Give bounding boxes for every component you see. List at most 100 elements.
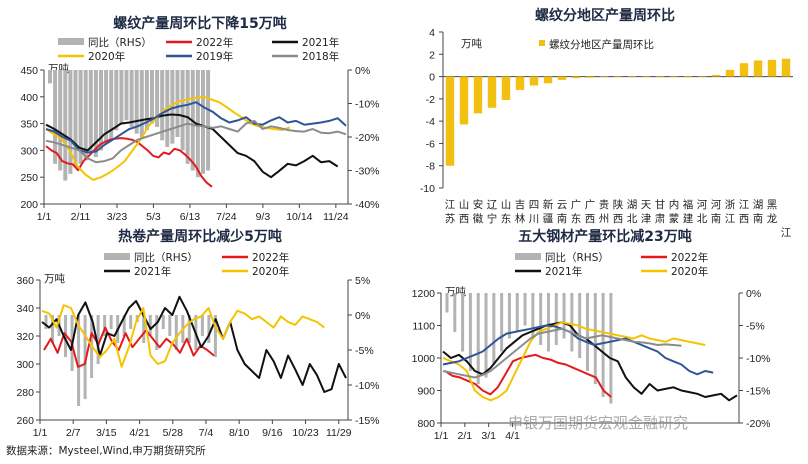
x-tick-label: 2/7	[66, 427, 81, 439]
yoy-bar	[562, 293, 566, 339]
y2-tick-label: 0%	[355, 65, 370, 77]
category-label: 西	[613, 213, 624, 225]
category-label: 肃	[655, 213, 666, 225]
yoy-bar	[213, 315, 217, 357]
region-bar	[697, 76, 707, 77]
category-label: 蒙	[669, 212, 680, 225]
y-tick-label: 0	[429, 72, 435, 84]
yoy-bar	[200, 315, 204, 336]
unit-label: 万吨	[461, 37, 482, 50]
yoy-bar	[73, 70, 78, 168]
yoy-bar	[500, 293, 504, 352]
y2-tick-label: 0%	[746, 288, 761, 300]
category-label: 龙	[767, 212, 778, 225]
y2-tick-label: 5%	[355, 275, 370, 287]
y-tick-label: 300	[20, 145, 38, 157]
yoy-bar	[609, 293, 613, 404]
legend-label: 螺纹分地区产量周环比	[549, 38, 654, 51]
yoy-bar	[114, 70, 119, 131]
yoy-bar	[63, 70, 68, 181]
y-tick-label: 1100	[412, 321, 435, 333]
category-label: 吉	[515, 199, 526, 211]
legend-label: 同比（RHS）	[545, 251, 609, 264]
y-tick-label: -8	[426, 161, 435, 173]
x-tick-label: 11/29	[326, 427, 352, 439]
yoy-bar	[523, 293, 527, 326]
series-line	[45, 137, 213, 188]
yoy-bar	[104, 70, 109, 144]
chart-title: 五大钢材产量环比减23万吨	[518, 228, 691, 245]
region-bar	[529, 76, 539, 86]
yoy-bar	[96, 315, 100, 364]
region-bar	[753, 60, 763, 77]
category-label: 河	[711, 199, 722, 211]
y-tick-label: 300	[16, 359, 34, 371]
x-tick-label: 3/1	[481, 430, 496, 442]
category-label: 东	[571, 212, 582, 225]
region-bar	[501, 76, 511, 100]
y-tick-label: -2	[426, 94, 435, 106]
category-label: 甘	[655, 198, 666, 211]
region-bar	[725, 69, 735, 77]
region-bar	[557, 76, 567, 80]
legend-label: 2020年	[88, 50, 125, 63]
y-tick-label: 200	[20, 199, 38, 211]
category-label: 广	[585, 199, 596, 211]
category-label: 江	[781, 227, 792, 239]
y-tick-label: 260	[16, 415, 34, 427]
category-label: 北	[627, 213, 638, 225]
legend-label: 2020年	[671, 265, 708, 278]
series-line	[442, 321, 738, 402]
region-bar	[627, 76, 637, 78]
y-tick-label: 350	[20, 119, 38, 131]
yoy-bar	[129, 70, 134, 127]
category-label: 林	[515, 212, 526, 225]
yoy-bar	[170, 70, 175, 144]
category-label: 辽	[487, 199, 498, 211]
yoy-bar	[78, 70, 83, 164]
yoy-bar	[93, 70, 98, 158]
y2-tick-label: -5%	[355, 345, 374, 357]
y2-tick-label: 0%	[355, 310, 370, 322]
x-tick-label: 8/10	[229, 427, 250, 439]
category-label: 云	[557, 199, 568, 211]
legend-label: 同比（RHS）	[88, 36, 152, 49]
category-label: 新	[543, 198, 554, 211]
legend-label: 2022年	[671, 251, 708, 264]
chart-title: 螺纹分地区产量周环比	[535, 7, 675, 24]
category-label: 津	[641, 213, 652, 225]
region-bar	[473, 76, 483, 114]
x-tick-label: 1/1	[37, 211, 52, 223]
category-label: 疆	[543, 213, 554, 225]
yoy-bar	[515, 293, 519, 332]
series-line	[442, 321, 706, 402]
chart-five-steel: 五大钢材产量环比减23万吨 万吨 800 900 1000 1100 1200 0% -5% -1…	[405, 225, 805, 442]
yoy-bar	[570, 293, 574, 352]
x-tick-label: 5/3	[146, 211, 161, 223]
yoy-bar	[139, 70, 144, 137]
y-tick-label: 320	[16, 331, 34, 343]
category-label: 宁	[487, 212, 498, 225]
category-label: 西	[739, 213, 750, 225]
y-tick-label: 450	[20, 65, 38, 77]
yoy-bar	[53, 70, 58, 164]
category-label: 广	[571, 199, 582, 211]
series-line	[442, 327, 682, 379]
yoy-bar	[144, 70, 149, 131]
series-line	[442, 324, 714, 376]
yoy-bar	[77, 315, 81, 406]
yoy-bar	[88, 70, 93, 154]
yoy-bar	[51, 315, 55, 343]
yoy-bar	[148, 315, 152, 336]
region-bar	[613, 76, 623, 78]
yoy-bar	[83, 70, 88, 161]
category-label: 内	[669, 198, 680, 211]
x-tick-label: 7/24	[216, 211, 237, 223]
category-label: 江	[445, 199, 456, 211]
y-tick-label: -6	[426, 138, 435, 150]
yoy-bar	[44, 315, 48, 329]
yoy-bar	[187, 315, 191, 343]
category-label: 浙	[725, 199, 736, 211]
region-bar	[669, 76, 679, 78]
